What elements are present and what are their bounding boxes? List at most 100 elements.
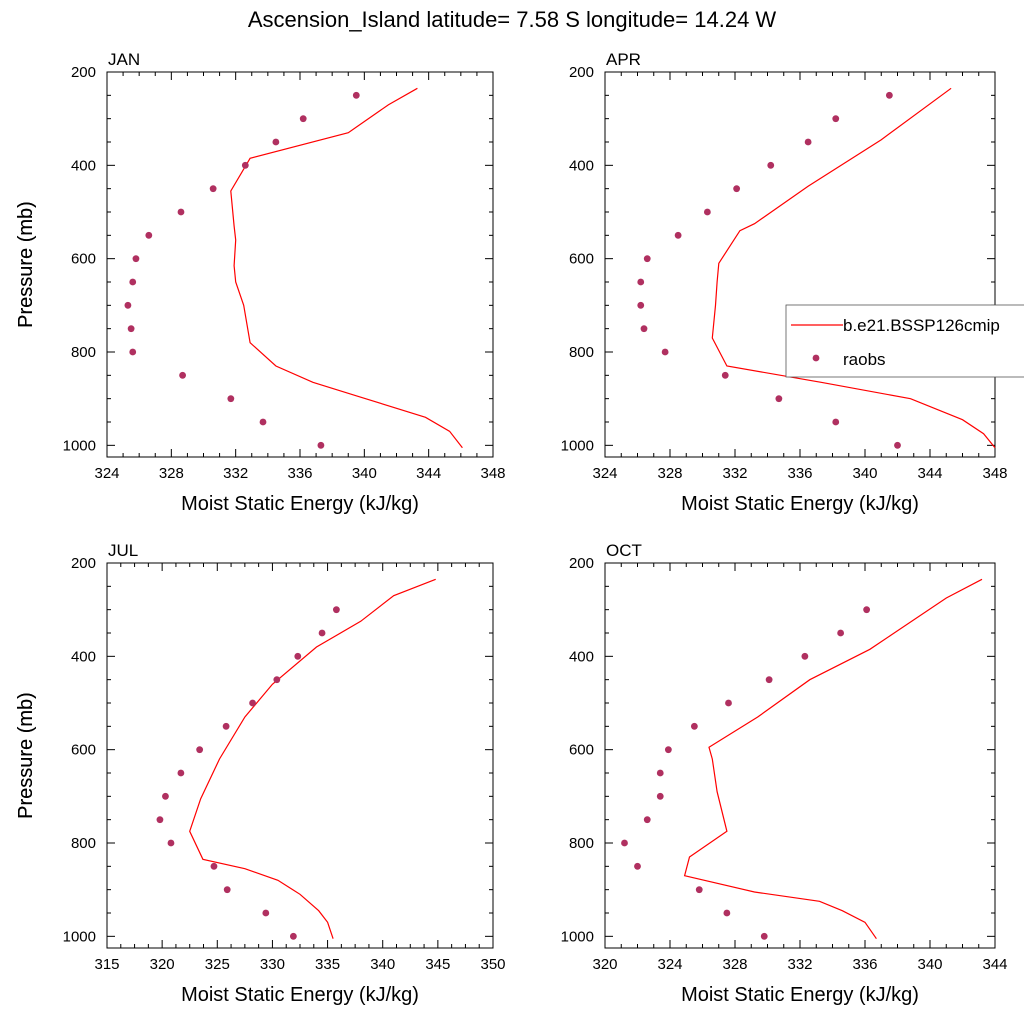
plot-frame [604,71,996,458]
y-tick-label: 400 [71,157,96,174]
obs-data-point [832,115,840,123]
y-axis-label: Pressure (mb) [15,692,37,819]
obs-data-point [637,278,645,286]
obs-data-point [832,418,840,426]
x-tick-label: 340 [917,956,942,973]
panel-jan: JAN 324 328 332 336 340 344 348 200 400 600 800 1000… [15,50,506,515]
y-tick-label: 600 [569,251,594,268]
x-tick-label: 332 [223,465,248,482]
x-tick-label: 344 [917,465,942,482]
obs-data-point [723,909,731,917]
obs-data-point [674,231,682,239]
plot-frame [106,562,494,949]
obs-data-point [259,418,267,426]
obs-data-point [695,886,703,894]
obs-data-point [733,185,741,193]
obs-data-point [863,606,871,614]
obs-data-point [634,862,641,870]
panel-apr: APR 324 328 332 336 340 344 348 200 400 600 800 1000… [15,50,1008,515]
y-tick-label: 1000 [561,928,594,945]
obs-data-point [332,606,340,614]
obs-data-point [690,722,698,730]
obs-data-point [775,395,783,403]
obs-data-point [837,629,845,637]
figure-title: Ascension_Island latitude= 7.58 S longit… [248,7,777,32]
y-tick-label: 800 [569,835,594,852]
x-tick-label: 332 [787,956,812,973]
x-tick-label: 328 [657,465,682,482]
obs-data-point [703,208,711,216]
y-tick-label: 800 [569,344,594,361]
obs-data-point [179,371,186,379]
obs-data-point [299,115,307,123]
obs-data-point [129,278,137,286]
x-tick-label: 330 [260,956,285,973]
obs-data-point [294,652,302,660]
obs-data-point [637,301,645,309]
obs-data-point [145,231,153,239]
legend-model-label: b.e21.BSSP126cmip [843,316,1000,335]
x-tick-label: 324 [592,465,617,482]
obs-data-point [223,886,231,894]
x-axis-label: Moist Static Energy (kJ/kg) [681,984,919,1006]
obs-data-point [318,629,326,637]
obs-data-point [177,769,185,777]
x-tick-label: 336 [852,956,877,973]
model-series-line [230,87,463,449]
legend-obs-swatch [812,354,820,362]
legend: b.e21.BSSP126cmip raobs [785,304,1024,378]
obs-data-point [643,816,651,824]
x-tick-label: 344 [416,465,441,482]
x-tick-label: 348 [480,465,505,482]
obs-data-point [289,932,297,940]
obs-data-point [227,395,235,403]
x-tick-label: 324 [94,465,119,482]
obs-data-point [249,699,256,707]
obs-data-point [317,441,325,449]
x-axis-label: Moist Static Energy (kJ/kg) [681,493,919,515]
x-tick-label: 340 [352,465,377,482]
x-tick-label: 328 [722,956,747,973]
obs-data-point [721,371,729,379]
obs-data-point [127,325,135,333]
x-tick-label: 315 [94,956,119,973]
obs-data-point [124,301,132,309]
y-tick-label: 400 [71,648,96,665]
obs-data-point [621,839,628,847]
x-tick-label: 320 [592,956,617,973]
y-tick-label: 800 [71,344,96,361]
obs-data-point [760,932,768,940]
y-tick-label: 800 [71,835,96,852]
panel-oct: OCT 320 324 328 332 336 340 344 200 400 600 800 1000… [15,541,1008,1006]
y-tick-label: 200 [569,555,594,572]
panel-title: OCT [606,541,642,560]
x-tick-label: 336 [787,465,812,482]
y-axis-label: Pressure (mb) [15,201,37,328]
x-tick-label: 324 [657,956,682,973]
obs-data-point [167,839,175,847]
obs-data-point [273,676,281,684]
obs-data-point [156,816,164,824]
obs-data-point [162,792,169,800]
obs-data-point [640,325,648,333]
obs-data-point [222,722,230,730]
y-tick-label: 200 [71,555,96,572]
obs-data-point [725,699,732,707]
x-tick-label: 320 [150,956,175,973]
obs-data-point [352,91,360,99]
obs-data-point [177,208,185,216]
panel-title: JUL [108,541,138,560]
model-series-line [189,578,436,939]
obs-data-point [262,909,270,917]
y-tick-label: 400 [569,648,594,665]
y-tick-label: 400 [569,157,594,174]
plot-frame [604,562,996,949]
x-tick-label: 336 [287,465,312,482]
legend-box [785,304,1024,378]
y-tick-label: 600 [71,742,96,759]
obs-data-point [643,255,651,263]
obs-data-point [885,91,893,99]
obs-data-point [210,862,218,870]
model-series-line [711,87,996,449]
